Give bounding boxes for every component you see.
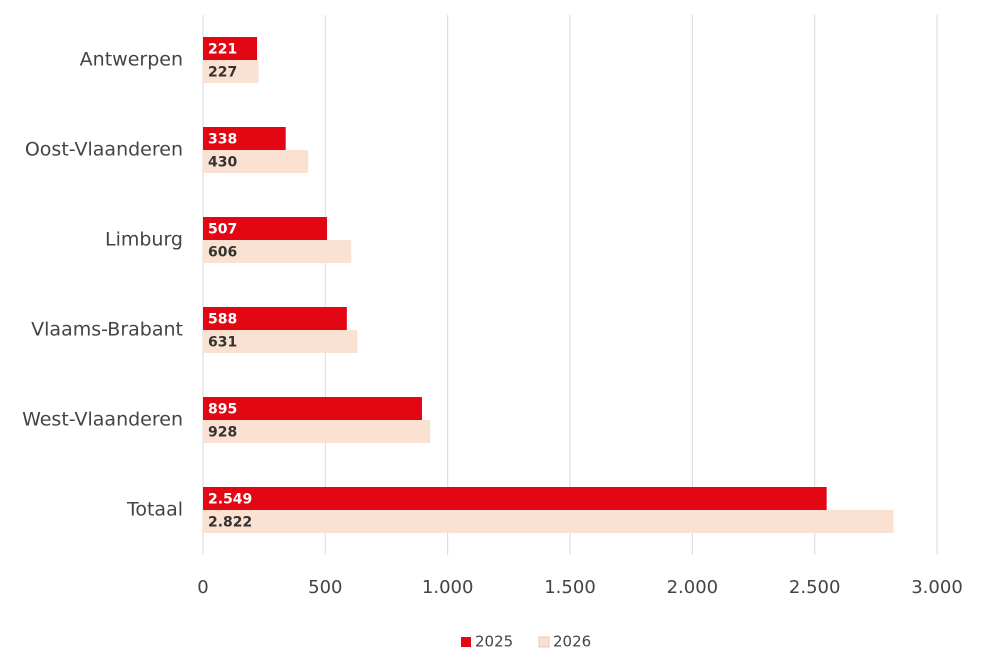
x-tick-label: 0 [197, 577, 208, 598]
value-label: 588 [208, 312, 237, 328]
value-label: 430 [208, 155, 237, 171]
legend-swatch [461, 637, 471, 647]
y-tick-label: Totaal [126, 499, 183, 521]
bar [203, 330, 358, 353]
value-label: 2.549 [208, 492, 252, 508]
x-tick-label: 500 [308, 577, 342, 598]
value-label: 221 [208, 42, 237, 58]
bar [203, 127, 286, 150]
y-tick-label: Oost-Vlaanderen [25, 139, 183, 161]
y-tick-label: Vlaams-Brabant [31, 319, 183, 341]
x-tick-label: 2.500 [789, 577, 841, 598]
x-tick-label: 1.500 [544, 577, 596, 598]
value-label: 227 [208, 65, 237, 81]
value-label: 928 [208, 425, 237, 441]
bar [203, 487, 827, 510]
x-tick-label: 1.000 [422, 577, 474, 598]
bar [203, 307, 347, 330]
value-label: 895 [208, 402, 237, 418]
value-label: 631 [208, 335, 237, 351]
bar [203, 150, 309, 173]
legend-label: 2026 [553, 633, 591, 651]
bar [203, 397, 422, 420]
legend-label: 2025 [475, 633, 513, 651]
x-tick-label: 3.000 [911, 577, 963, 598]
bar [203, 37, 258, 60]
bar [203, 510, 894, 533]
bar [203, 217, 328, 240]
legend-swatch [538, 636, 550, 648]
value-label: 507 [208, 222, 237, 238]
y-tick-label: Limburg [105, 229, 183, 251]
y-tick-label: West-Vlaanderen [22, 409, 183, 431]
value-label: 2.822 [208, 515, 252, 531]
y-tick-label: Antwerpen [80, 49, 183, 71]
x-tick-label: 2.000 [667, 577, 719, 598]
bar [203, 240, 352, 263]
bar [203, 60, 259, 83]
value-label: 606 [208, 245, 237, 261]
bar [203, 420, 431, 443]
value-label: 338 [208, 132, 237, 148]
